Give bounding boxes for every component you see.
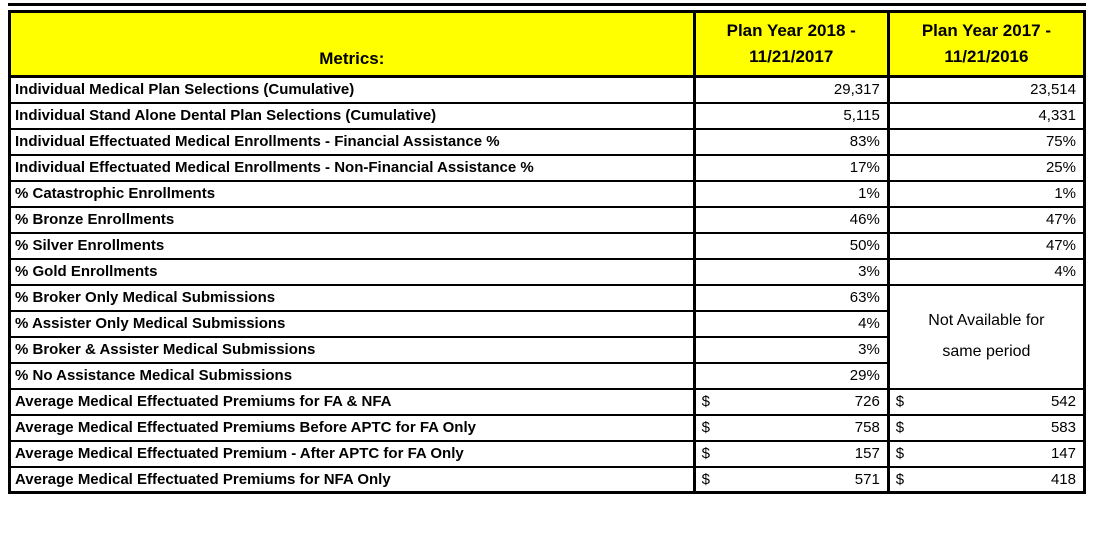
dollar-sign: $ [701,419,710,436]
table-row: Average Medical Effectuated Premium - Af… [8,439,1086,468]
dollar-sign: $ [701,393,710,410]
metric-label: % Broker & Assister Medical Submissions [8,335,696,364]
amount: 157 [854,445,880,462]
value-2017: 4% [886,257,1086,286]
value-2017-currency: $ 583 [886,413,1086,442]
table-row: Average Medical Effectuated Premiums Bef… [8,413,1086,442]
table-row: Individual Medical Plan Selections (Cumu… [8,75,1086,104]
metric-label: % Assister Only Medical Submissions [8,309,696,338]
table-row: % Silver Enrollments 50% 47% [8,231,1086,260]
value-2018: 5,115 [692,101,890,130]
plan-year-2017-line1: Plan Year 2017 - [921,20,1051,40]
value-2017: 47% [886,205,1086,234]
value-2018: 50% [692,231,890,260]
not-available-merged-cell: Not Available for same period [886,283,1086,390]
value-2018: 46% [692,205,890,234]
metric-label: % Silver Enrollments [8,231,696,260]
value-2017-currency: $ 418 [886,465,1086,494]
value-2018: 1% [692,179,890,208]
table-row: Individual Effectuated Medical Enrollmen… [8,153,1086,182]
plan-year-2017-line2: 11/21/2016 [944,47,1029,66]
table-row: Individual Effectuated Medical Enrollmen… [8,127,1086,156]
value-2017: 75% [886,127,1086,156]
value-2017: 25% [886,153,1086,182]
amount: 542 [1050,393,1076,410]
dollar-sign: $ [895,470,905,488]
value-2018-currency: $ 726 [692,387,890,416]
table-row: % Broker & Assister Medical Submissions … [8,335,1085,364]
header-row: Metrics: Plan Year 2018 - 11/21/2017 Pla… [8,10,1086,78]
table-row: % Catastrophic Enrollments 1% 1% [8,179,1086,208]
plan-year-2018-line2: 11/21/2017 [749,47,834,66]
not-available-line1: Not Available for [928,312,1045,330]
value-2018-currency: $ 157 [692,439,890,468]
value-2018: 29,317 [692,75,890,104]
plan-year-2018-header-cell: Plan Year 2018 - 11/21/2017 [692,10,890,78]
value-2018: 3% [692,335,890,364]
not-available-line2: same period [942,342,1031,360]
cropped-row-border-line [8,3,1086,6]
metric-label: Individual Effectuated Medical Enrollmen… [8,153,696,182]
value-2018: 63% [692,283,890,312]
amount: 418 [1050,470,1076,488]
value-2017-currency: $ 147 [886,439,1086,468]
value-2018: 29% [692,361,890,390]
enrollment-metrics-table: Metrics: Plan Year 2018 - 11/21/2017 Pla… [8,10,1086,494]
metric-label: Average Medical Effectuated Premiums for… [8,465,696,494]
table-row: % Broker Only Medical Submissions 63% No… [8,283,1086,390]
metric-label: Individual Effectuated Medical Enrollmen… [8,127,696,156]
amount: 571 [854,470,880,488]
amount: 726 [854,393,880,410]
dollar-sign: $ [895,445,905,462]
metric-label: Individual Medical Plan Selections (Cumu… [8,75,696,104]
value-2018: 83% [692,127,890,156]
amount: 583 [1050,419,1076,436]
amount: 758 [854,419,880,436]
dollar-sign: $ [701,470,710,488]
metric-label: Average Medical Effectuated Premiums Bef… [8,413,696,442]
table-row: % No Assistance Medical Submissions 29% [8,361,1085,390]
table-row: % Assister Only Medical Submissions 4% [8,309,1085,338]
metric-label: Individual Stand Alone Dental Plan Selec… [8,101,696,130]
table-row: Average Medical Effectuated Premiums for… [8,387,1086,416]
metric-label: % Broker Only Medical Submissions [8,283,696,312]
value-2018-currency: $ 571 [692,465,890,494]
value-2017-currency: $ 542 [886,387,1086,416]
amount: 147 [1050,445,1076,462]
table-row: Average Medical Effectuated Premiums for… [8,465,1086,494]
value-2017: 4,331 [886,101,1086,130]
table-row: % Bronze Enrollments 46% 47% [8,205,1086,234]
value-2017: 47% [886,231,1086,260]
value-2018-currency: $ 758 [692,413,890,442]
metrics-header-cell: Metrics: [8,10,696,78]
table-row: % Gold Enrollments 3% 4% [8,257,1086,286]
table-row: Individual Stand Alone Dental Plan Selec… [8,101,1086,130]
plan-year-2017-header-cell: Plan Year 2017 - 11/21/2016 [886,10,1086,78]
value-2017: 23,514 [886,75,1086,104]
value-2018: 17% [692,153,890,182]
metric-label: Average Medical Effectuated Premium - Af… [8,439,696,468]
metric-label: % Catastrophic Enrollments [8,179,696,208]
dollar-sign: $ [701,445,710,462]
metric-label: % Bronze Enrollments [8,205,696,234]
plan-year-2018-line1: Plan Year 2018 - [726,20,856,40]
dollar-sign: $ [895,419,905,436]
dollar-sign: $ [895,393,905,410]
value-2018: 3% [692,257,890,286]
metric-label: % No Assistance Medical Submissions [8,361,696,390]
value-2018: 4% [692,309,890,338]
metric-label: % Gold Enrollments [8,257,696,286]
metric-label: Average Medical Effectuated Premiums for… [8,387,696,416]
value-2017: 1% [886,179,1086,208]
